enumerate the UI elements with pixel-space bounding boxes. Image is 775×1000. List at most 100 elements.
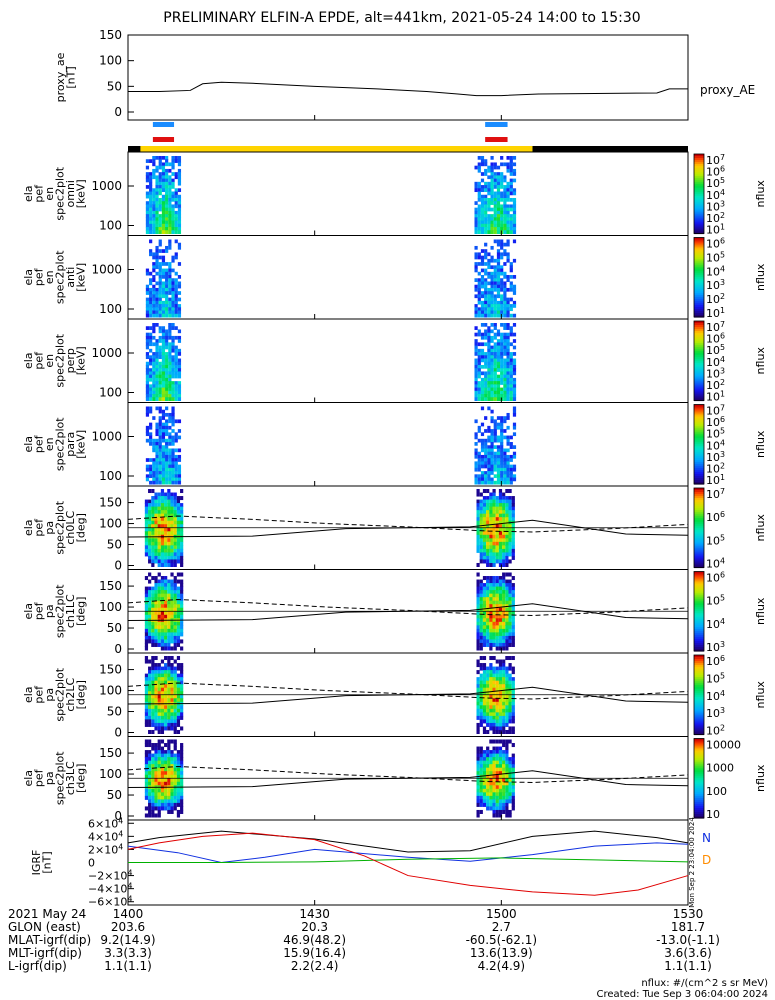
pitch-cell — [167, 583, 171, 588]
spectrogram-cell — [165, 445, 169, 449]
spectrogram-cell — [500, 477, 504, 482]
pitch-cell — [492, 642, 496, 647]
spectrogram-cell — [165, 297, 169, 302]
pitch-cell — [160, 802, 165, 807]
colorbar-cell — [694, 692, 704, 696]
spectrogram-cell — [496, 207, 501, 212]
igrf-legend-n: N — [702, 831, 711, 845]
colorbar-tick: 104 — [706, 617, 725, 631]
spectrogram-cell — [496, 422, 501, 427]
spectrogram-cell — [158, 432, 162, 437]
spectrogram-cell — [145, 284, 150, 289]
spectrogram-cell — [145, 438, 150, 443]
spectrogram-cell — [177, 467, 182, 472]
spectrogram-cell — [161, 384, 166, 389]
pitch-cell — [492, 510, 496, 515]
pitch-cell — [167, 545, 171, 550]
spectrogram-cell — [484, 271, 488, 276]
pitch-cell — [511, 541, 515, 546]
pitch-cell — [508, 541, 512, 546]
colorbar-cell — [694, 330, 704, 334]
pitch-cell — [482, 527, 487, 532]
spectrogram-cell — [161, 156, 166, 160]
pitch-cell — [508, 506, 512, 511]
proxy-ae-ytick: 150 — [99, 28, 122, 42]
pitch-cell — [505, 506, 509, 511]
spectrogram-cell — [474, 451, 478, 456]
pitch-cell — [498, 684, 503, 689]
pitch-cell — [486, 527, 490, 532]
spectrogram-cell — [149, 432, 153, 437]
pitch-cell — [154, 719, 158, 724]
pitch-cell — [154, 802, 158, 807]
spectrogram-cell — [161, 210, 166, 215]
spectrogram-cell — [487, 358, 491, 363]
pitch-cell — [502, 666, 506, 671]
pitch-cell — [170, 541, 174, 546]
spectrogram-cell — [490, 442, 494, 446]
spectrogram-cell — [152, 329, 156, 334]
colorbar-cell — [694, 746, 704, 750]
spectrogram-cell — [158, 445, 162, 449]
pitch-cell — [164, 621, 168, 626]
colorbar-cell — [694, 154, 704, 157]
spectrogram-cell — [174, 227, 178, 231]
spectrogram-cell — [487, 191, 491, 196]
spectrogram-cell — [161, 364, 166, 369]
pitch-cell — [482, 642, 487, 647]
pitch-cell — [160, 659, 165, 664]
spectrogram-cell — [161, 335, 166, 340]
spectrogram-cell — [512, 467, 517, 472]
pitch-cell — [498, 499, 503, 504]
spectrogram-cell — [500, 307, 504, 312]
pitch-cell — [479, 698, 483, 703]
spectrogram-cell — [168, 467, 172, 472]
pitch-cell — [170, 531, 174, 536]
pitch-cell — [476, 809, 480, 814]
pitch-cell — [151, 538, 155, 543]
pitch-cell — [157, 729, 161, 734]
spectrogram-cell — [484, 438, 488, 443]
pitch-cell — [167, 604, 171, 609]
spectrogram-cell — [487, 220, 491, 225]
pitch-cell — [492, 771, 496, 776]
pitch-cell — [164, 757, 168, 762]
spectrogram-cell — [474, 307, 478, 312]
spectrogram-cell — [155, 429, 159, 433]
spectrogram-cell — [487, 223, 491, 228]
loss-cone-solid-line — [127, 519, 689, 538]
pitch-cell — [170, 739, 174, 744]
pitch-cell — [173, 666, 177, 671]
pitch-cell — [144, 628, 149, 633]
colorbar-cell — [694, 788, 704, 791]
spectrogram-cell — [477, 368, 481, 372]
pitch-cell — [498, 788, 503, 793]
pitch-cell — [479, 719, 483, 724]
spectrogram-cell — [158, 271, 162, 276]
spectrogram-cell — [493, 265, 497, 270]
pitch-cell — [498, 635, 503, 640]
spectrogram-cell — [177, 220, 182, 225]
pitch-cell — [148, 503, 152, 508]
colorbar-frame — [693, 153, 705, 234]
pitch-cell — [148, 673, 152, 678]
spectrogram-cell — [493, 278, 497, 282]
pitch-cell — [176, 499, 181, 504]
spectrogram-cell — [490, 451, 494, 456]
pitch-cell — [157, 670, 161, 675]
pitch-cell — [505, 572, 509, 577]
energy-panel-ylabel-line: para — [64, 432, 77, 457]
spectrogram-cell — [177, 448, 182, 453]
spectrogram-cell — [493, 207, 497, 212]
spectrogram-cell — [158, 214, 162, 218]
spectrogram-cell — [161, 355, 166, 360]
pitch-cell — [170, 778, 174, 783]
pitch-cell — [489, 628, 493, 633]
colorbar-cell — [694, 368, 704, 372]
spectrogram-cell — [152, 201, 156, 205]
spectrogram-cell — [496, 287, 501, 292]
pitch-cell — [151, 639, 155, 644]
pitch-cell — [508, 499, 512, 504]
